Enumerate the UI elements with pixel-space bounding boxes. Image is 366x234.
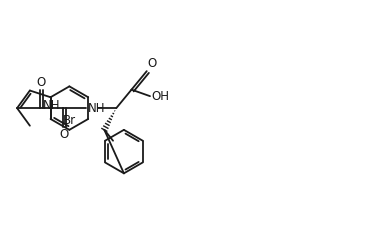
Text: O: O bbox=[148, 57, 157, 70]
Text: NH: NH bbox=[87, 102, 105, 115]
Text: O: O bbox=[36, 76, 45, 89]
Text: Br: Br bbox=[63, 114, 76, 127]
Text: NH: NH bbox=[43, 99, 60, 112]
Text: O: O bbox=[59, 128, 68, 141]
Text: OH: OH bbox=[151, 90, 169, 103]
